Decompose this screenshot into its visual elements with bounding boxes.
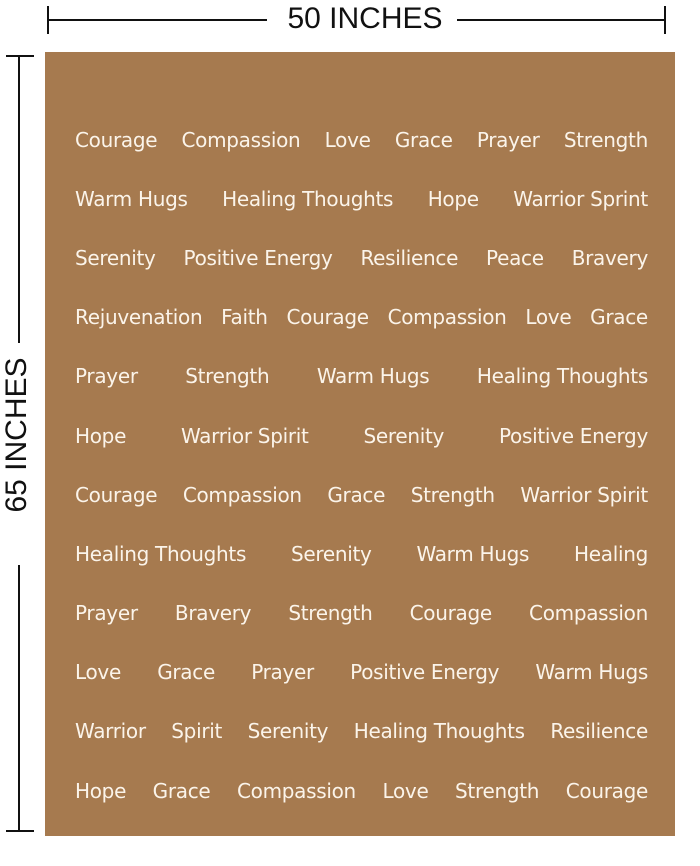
blanket-word: Grace	[590, 305, 648, 330]
blanket-word: Compassion	[387, 305, 507, 330]
blanket-word: Compassion	[529, 601, 648, 626]
blanket-word: Prayer	[75, 364, 138, 389]
blanket-word: Healing	[574, 541, 648, 566]
blanket-word: Healing Thoughts	[476, 364, 648, 389]
blanket-word: Spirit	[171, 719, 223, 744]
blanket-word: Hope	[427, 186, 479, 211]
blanket-word: Strength	[185, 364, 270, 389]
blanket-word: Positive Energy	[183, 245, 333, 270]
height-label: 65 INCHES	[0, 357, 33, 513]
word-row: Prayer Strength Warm Hugs Healing Thoughts	[75, 347, 648, 406]
blanket-word: Serenity	[247, 719, 329, 744]
blanket-word: Positive Energy	[350, 660, 500, 685]
blanket-word: Grace	[152, 778, 211, 803]
blanket-word: Compassion	[182, 482, 302, 507]
blanket-word: Healing Thoughts	[75, 541, 247, 566]
blanket-word: Compassion	[236, 778, 356, 803]
blanket-word: Serenity	[291, 541, 372, 566]
word-row: Hope Grace Compassion Love Strength Courage	[75, 761, 648, 820]
word-row: Hope Warrior Spirit Serenity Positive Energ…	[75, 406, 648, 465]
blanket-word: Warm Hugs	[75, 186, 188, 211]
blanket-word: Strength	[288, 601, 373, 626]
blanket-word: Warrior	[75, 719, 146, 744]
blanket-word: Love	[324, 127, 371, 152]
blanket-word: Strength	[410, 482, 495, 507]
word-row: Serenity Positive Energy Resilience Peace Br…	[75, 228, 648, 287]
blanket-word: Warm Hugs	[416, 541, 530, 566]
width-label: 50 INCHES	[287, 2, 443, 35]
blanket-word: Prayer	[476, 127, 540, 152]
height-bottom-tick	[6, 830, 34, 832]
blanket-word: Resilience	[550, 719, 648, 744]
blanket-word: Courage	[75, 127, 158, 152]
blanket-word: Serenity	[363, 423, 445, 448]
blanket-word: Grace	[157, 660, 215, 685]
height-bottom-line	[18, 565, 20, 831]
blanket-word: Healing Thoughts	[353, 719, 525, 744]
blanket-word: Compassion	[181, 127, 301, 152]
blanket-word: Warrior Sprint	[513, 186, 648, 211]
blanket-word: Rejuvenation	[75, 305, 203, 330]
blanket-word: Strength	[455, 778, 540, 803]
blanket-word: Warm Hugs	[535, 660, 648, 685]
blanket-word: Hope	[75, 423, 127, 448]
blanket-word: Prayer	[75, 601, 138, 626]
word-row: Courage Compassion Love Grace Prayer Strength	[75, 110, 648, 169]
width-right-tick	[664, 6, 666, 34]
word-row: Healing Thoughts Serenity Warm Hugs Healing	[75, 524, 648, 583]
word-row: Rejuvenation Faith Courage Compassion Love Gr…	[75, 288, 648, 347]
blanket-word: Resilience	[360, 245, 459, 270]
blanket-word: Love	[75, 660, 121, 685]
blanket-word: Bravery	[174, 601, 252, 626]
word-row: Prayer Bravery Strength Courage Compassion	[75, 584, 648, 643]
blanket: Courage Compassion Love Grace Prayer Strength…	[45, 52, 675, 836]
blanket-word: Positive Energy	[499, 423, 648, 448]
blanket-word: Courage	[286, 305, 369, 330]
width-left-line	[47, 19, 267, 21]
blanket-word: Courage	[409, 601, 493, 626]
blanket-word: Serenity	[75, 245, 156, 270]
blanket-word: Courage	[75, 482, 158, 507]
blanket-word: Grace	[394, 127, 453, 152]
blanket-word: Strength	[563, 127, 648, 152]
width-right-line	[457, 19, 665, 21]
blanket-word: Warrior Spirit	[180, 423, 309, 448]
word-rows: Courage Compassion Love Grace Prayer Strength…	[75, 110, 648, 820]
word-row: Warrior Spirit Serenity Healing Thoughts Res…	[75, 702, 648, 761]
blanket-word: Prayer	[251, 660, 314, 685]
blanket-word: Grace	[327, 482, 386, 507]
word-row: Love Grace Prayer Positive Energy Warm Hugs	[75, 643, 648, 702]
blanket-word: Love	[382, 778, 429, 803]
blanket-word: Warm Hugs	[316, 364, 430, 389]
blanket-word: Hope	[75, 778, 127, 803]
blanket-word: Warrior Spirit	[520, 482, 648, 507]
height-top-tick	[6, 55, 34, 57]
blanket-word: Bravery	[571, 245, 649, 270]
blanket-word: Peace	[486, 245, 544, 270]
blanket-word: Courage	[565, 778, 649, 803]
blanket-word: Healing Thoughts	[222, 186, 394, 211]
word-row: Warm Hugs Healing Thoughts Hope Warrior Spr…	[75, 169, 648, 228]
blanket-word: Faith	[221, 305, 268, 330]
blanket-word: Love	[525, 305, 572, 330]
word-row: Courage Compassion Grace Strength Warrior Sp…	[75, 465, 648, 524]
height-top-line	[18, 55, 20, 343]
